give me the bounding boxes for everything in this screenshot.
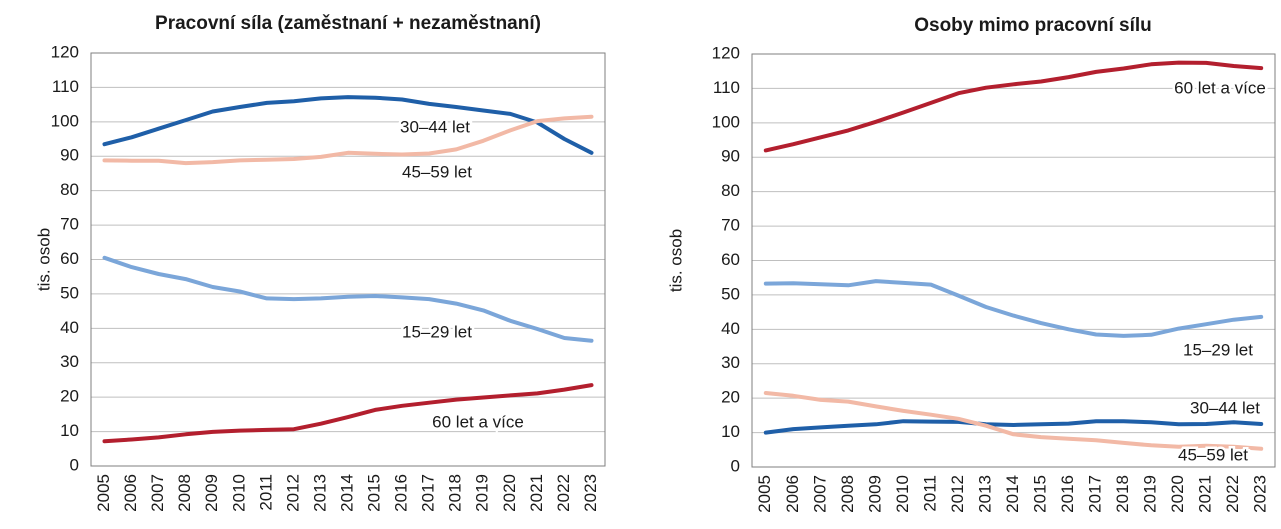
y-tick-label: 50 (721, 284, 740, 303)
x-tick-label: 2011 (256, 474, 275, 511)
x-tick-label: 2008 (838, 475, 857, 513)
y-tick-label: 40 (721, 319, 740, 338)
series-label: 45–59 let (402, 162, 472, 181)
y-tick-label: 90 (60, 146, 79, 165)
x-tick-label: 2006 (121, 474, 140, 512)
x-tick-label: 2013 (975, 475, 994, 513)
y-tick-label: 90 (721, 147, 740, 166)
series-line (763, 279, 1264, 338)
y-tick-label: 30 (721, 353, 740, 372)
series-label: 30–44 let (1190, 398, 1260, 417)
series-line (763, 419, 1264, 435)
y-tick-label: 20 (60, 387, 79, 406)
series-line (102, 95, 594, 155)
x-tick-label: 2021 (527, 474, 546, 512)
y-tick-label: 100 (51, 111, 79, 130)
y-tick-label: 30 (60, 352, 79, 371)
series-line (763, 60, 1264, 153)
series-line (102, 383, 594, 444)
y-tick-label: 10 (60, 421, 79, 440)
y-tick-label: 110 (713, 78, 740, 97)
series-label: 60 let a více (432, 412, 524, 431)
x-tick-label: 2020 (1168, 475, 1187, 513)
y-axis-label: tis. osob (666, 229, 685, 292)
series-label: 45–59 let (1178, 445, 1248, 464)
x-tick-label: 2018 (446, 474, 465, 512)
y-tick-label: 80 (721, 181, 740, 200)
x-tick-label: 2016 (1058, 475, 1077, 513)
x-tick-label: 2010 (893, 475, 912, 513)
y-tick-label: 120 (712, 43, 740, 62)
x-tick-label: 2020 (500, 474, 519, 512)
y-tick-label: 0 (731, 456, 740, 475)
plot-frame (751, 53, 1276, 468)
x-tick-label: 2005 (94, 474, 113, 512)
x-tick-label: 2012 (948, 475, 967, 513)
x-tick-label: 2009 (865, 475, 884, 513)
y-tick-label: 70 (721, 216, 740, 235)
chart-title: Pracovní síla (zaměstnaní + nezaměstnaní… (155, 13, 541, 34)
y-tick-label: 50 (60, 283, 79, 302)
x-tick-label: 2023 (1251, 475, 1270, 513)
x-tick-label: 2007 (148, 474, 167, 512)
y-tick-label: 110 (52, 77, 79, 96)
x-tick-label: 2015 (1031, 475, 1050, 513)
x-tick-label: 2019 (473, 474, 492, 512)
x-tick-label: 2008 (175, 474, 194, 512)
x-tick-label: 2012 (283, 474, 302, 512)
y-tick-label: 80 (60, 180, 79, 199)
x-tick-label: 2023 (581, 474, 600, 512)
x-tick-label: 2017 (419, 474, 438, 512)
x-tick-label: 2022 (554, 474, 573, 512)
x-tick-label: 2011 (920, 475, 939, 512)
y-tick-label: 60 (721, 250, 740, 269)
x-tick-label: 2009 (202, 474, 221, 512)
y-tick-label: 60 (60, 249, 79, 268)
y-axis-label: tis. osob (34, 228, 53, 291)
chart-title: Osoby mimo pracovní sílu (914, 15, 1152, 36)
series-line (102, 255, 594, 343)
x-tick-label: 2018 (1113, 475, 1132, 513)
x-tick-label: 2006 (783, 475, 802, 513)
series-label: 15–29 let (402, 322, 472, 341)
y-tick-label: 100 (712, 112, 740, 131)
x-tick-label: 2015 (365, 474, 384, 512)
series-label: 60 let a více (1174, 78, 1266, 97)
x-tick-label: 2007 (810, 475, 829, 513)
y-tick-label: 70 (60, 215, 79, 234)
y-tick-label: 40 (60, 318, 79, 337)
x-tick-label: 2014 (337, 474, 356, 512)
x-tick-label: 2016 (392, 474, 411, 512)
x-tick-label: 2014 (1003, 475, 1022, 513)
series-line (102, 114, 594, 166)
x-tick-label: 2021 (1196, 475, 1215, 513)
x-tick-label: 2022 (1223, 475, 1242, 513)
x-tick-label: 2010 (229, 474, 248, 512)
y-tick-label: 10 (721, 422, 740, 441)
series-line (763, 391, 1264, 451)
y-tick-label: 120 (51, 42, 79, 61)
series-label: 30–44 let (400, 117, 470, 136)
plot-frame (90, 52, 606, 467)
x-tick-label: 2013 (310, 474, 329, 512)
y-tick-label: 20 (721, 388, 740, 407)
x-tick-label: 2019 (1141, 475, 1160, 513)
series-label: 15–29 let (1183, 340, 1253, 359)
x-tick-label: 2005 (755, 475, 774, 513)
y-tick-label: 0 (70, 455, 79, 474)
x-tick-label: 2017 (1086, 475, 1105, 513)
